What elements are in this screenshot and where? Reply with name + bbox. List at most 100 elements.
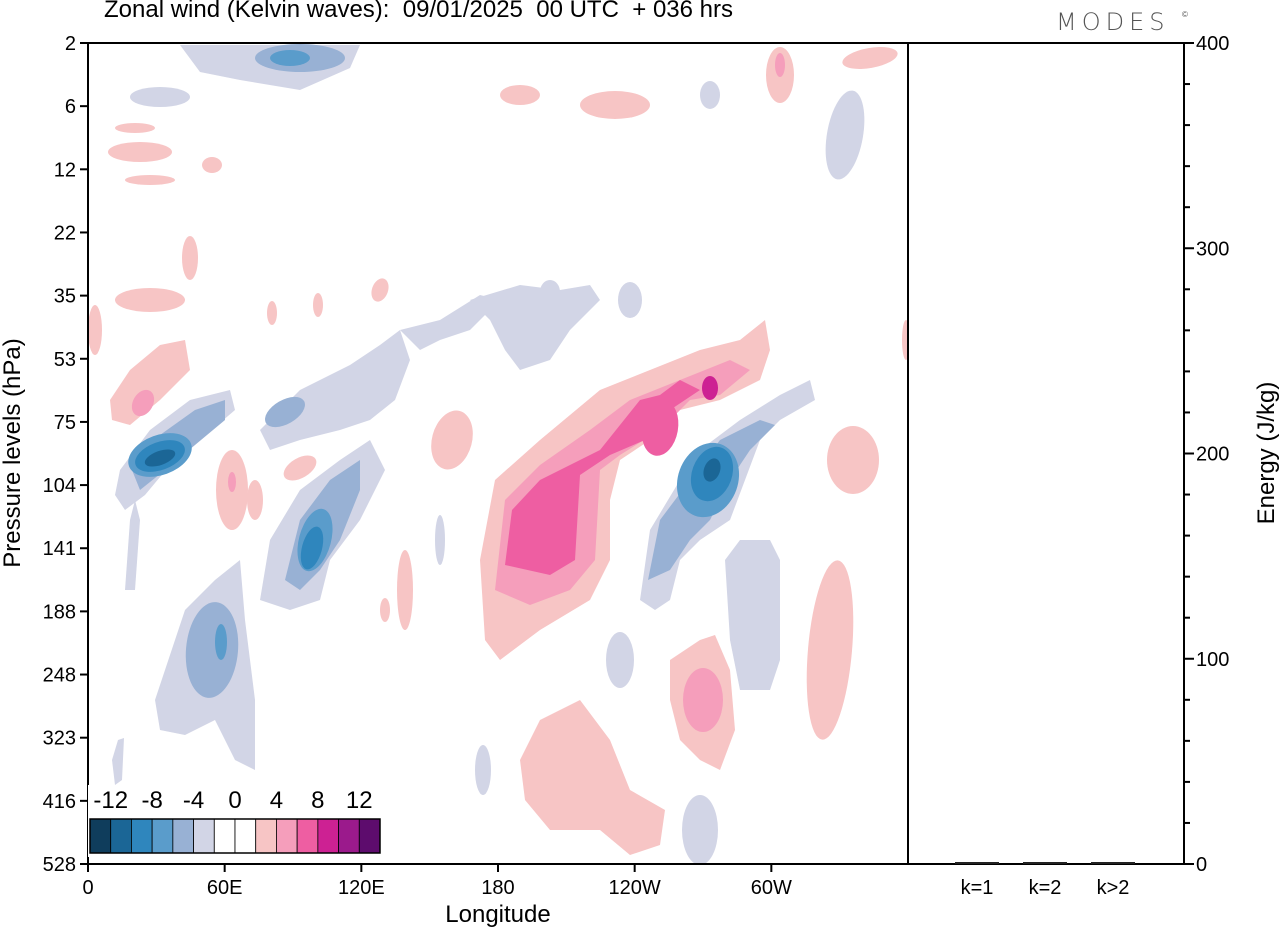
pos-contour [131, 389, 155, 417]
neg-contour [215, 624, 227, 660]
neg-contour [265, 396, 305, 428]
pos-contour [902, 320, 908, 360]
y-tick-label: 35 [54, 286, 76, 308]
x-tick-label: 60E [207, 877, 243, 899]
colorbar-label: 12 [346, 787, 373, 814]
neg-contour [475, 745, 491, 795]
neg-contour [400, 295, 500, 350]
neg-contour [300, 526, 324, 570]
energy-tick-label: 0 [1196, 854, 1207, 876]
neg-contour [130, 87, 190, 107]
neg-contour [185, 602, 239, 698]
neg-contour [435, 515, 445, 565]
x-tick-label: 120W [609, 877, 661, 899]
y-tick-label: 12 [54, 159, 76, 181]
neg-contour [825, 90, 865, 180]
neg-contour [125, 500, 140, 590]
pos-contour [267, 301, 277, 325]
y-tick-label: 104 [43, 475, 76, 497]
colorbar-swatch [338, 818, 360, 854]
pos-contour [397, 550, 413, 630]
energy-tick-label: 300 [1196, 238, 1229, 260]
pos-contour [580, 91, 650, 119]
neg-contour [700, 81, 720, 109]
colorbar-label: 8 [311, 787, 324, 814]
y-tick-label: 75 [54, 412, 76, 434]
colorbar-legend: -12 -8 -4 0 4 8 12 [88, 785, 382, 857]
energy-bars [955, 862, 1135, 864]
pos-contour [683, 668, 723, 732]
colorbar-swatch [151, 818, 174, 854]
neg-contour [703, 458, 721, 482]
pos-contour [707, 378, 717, 398]
neg-contour [260, 330, 410, 450]
pos-contour [108, 142, 172, 162]
pos-contour [775, 53, 785, 77]
pos-contour [202, 157, 222, 173]
neg-contour [540, 280, 560, 304]
y-tick-label: 188 [43, 601, 76, 623]
colorbar-swatch [172, 818, 194, 854]
pos-contour [641, 400, 679, 456]
pos-contour [313, 293, 323, 317]
wavenumber-label: k>2 [1097, 877, 1130, 899]
pos-contour [228, 472, 236, 492]
colorbar-swatch [234, 818, 257, 854]
y-axis-label: Pressure levels (hPa) [0, 338, 26, 567]
x-tick-label: 0 [82, 877, 93, 899]
x-tick-label: 60W [751, 877, 792, 899]
y-tick-label: 141 [43, 538, 76, 560]
colorbar-label: -4 [183, 787, 204, 814]
pos-contour [842, 47, 898, 69]
colorbar-label: -12 [93, 787, 128, 814]
colorbar-label: 0 [228, 787, 241, 814]
energy-bar [1091, 862, 1135, 864]
y-tick-label: 22 [54, 222, 76, 244]
pos-contour [115, 123, 155, 133]
neg-contour [618, 282, 642, 318]
pos-contour [827, 426, 879, 494]
y-tick-label: 2 [65, 33, 76, 55]
copyright-mark: © [1182, 10, 1188, 19]
y-tick-label: 416 [43, 791, 76, 813]
colorbar-swatch [296, 818, 319, 854]
y-tick-label: 53 [54, 349, 76, 371]
energy-bar [955, 862, 999, 864]
energy-tick-label: 400 [1196, 33, 1229, 55]
neg-contour [270, 50, 310, 66]
wavenumber-axis: k=1 k=2 k>2 [961, 877, 1130, 899]
colorbar-swatch [213, 818, 236, 854]
x-tick-label: 120E [338, 877, 385, 899]
pos-contour [182, 236, 198, 280]
colorbar-swatch [89, 818, 112, 854]
neg-contour [606, 632, 634, 688]
neg-contour [470, 285, 600, 370]
pos-contour [88, 305, 102, 355]
energy-tick-label: 100 [1196, 649, 1229, 671]
colorbar-swatch [276, 818, 298, 854]
pos-contour [110, 340, 190, 425]
colorbar-swatch [255, 818, 277, 854]
pos-contour [431, 410, 473, 470]
chart-title: Zonal wind (Kelvin waves): 09/01/2025 00… [104, 0, 733, 23]
energy-bar [1023, 862, 1067, 864]
y-tick-label: 248 [43, 665, 76, 687]
pos-contour [380, 598, 390, 622]
pos-contour [371, 278, 389, 302]
colorbar-swatch [193, 818, 215, 854]
pressure-axis: 2 6 12 22 35 53 75 104 141 188 248 323 416 528 [43, 33, 88, 876]
colorbar-label: 4 [270, 787, 283, 814]
wavenumber-label: k=2 [1029, 877, 1062, 899]
pos-contour [115, 288, 185, 312]
pos-contour [806, 560, 854, 740]
pos-contour [283, 455, 317, 481]
wavenumber-label: k=1 [961, 877, 994, 899]
neg-contour [682, 795, 718, 864]
neg-contour [112, 738, 124, 785]
energy-axis: 0 100 200 300 400 [1184, 33, 1229, 876]
colorbar-swatch [317, 818, 339, 854]
colorbar-swatch [131, 818, 153, 854]
heatmap-contours [88, 44, 908, 864]
pos-contour [500, 85, 540, 105]
y-tick-label: 528 [43, 854, 76, 876]
